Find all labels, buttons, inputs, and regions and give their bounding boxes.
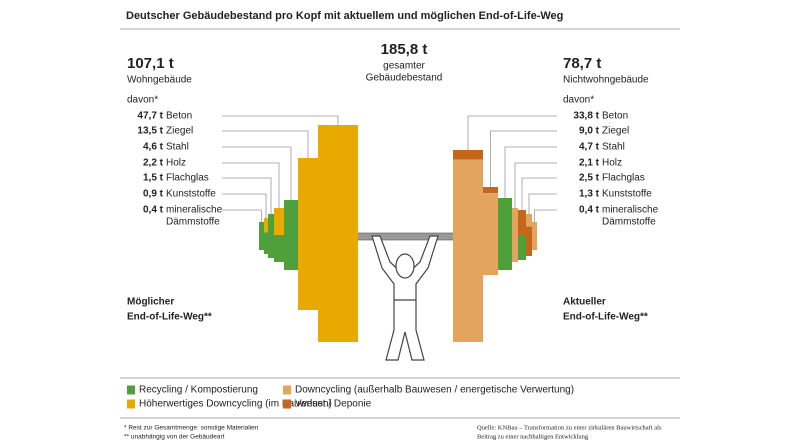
barbell <box>354 232 456 241</box>
leader <box>490 130 557 187</box>
material: Flachglas <box>166 173 209 184</box>
plate <box>259 222 264 250</box>
amount: 47,7 t <box>137 111 163 122</box>
material: Beton <box>166 111 192 122</box>
material: Holz <box>602 158 622 169</box>
legend-swatch <box>127 385 135 395</box>
leader <box>521 177 557 210</box>
material: Kunststoffe <box>602 189 652 200</box>
leader <box>222 130 309 158</box>
amount: 4,7 t <box>579 142 600 153</box>
plate <box>274 235 284 262</box>
amount: 13,5 t <box>137 126 163 137</box>
plate <box>518 210 526 235</box>
legend-label: Verlust / Deponie <box>295 399 372 410</box>
plate <box>526 214 532 227</box>
amount: 0,4 t <box>143 205 164 216</box>
material: Ziegel <box>602 126 629 137</box>
material: Stahl <box>166 142 189 153</box>
material: Kunststoffe <box>166 189 216 200</box>
center-line: gesamter <box>383 61 425 72</box>
plate <box>532 222 537 250</box>
source: Beitrag zu einer nachhaltigen Entwicklun… <box>477 433 589 440</box>
plate <box>498 198 512 270</box>
plate <box>298 158 318 310</box>
amount: 1,3 t <box>579 189 600 200</box>
material: mineralische <box>602 205 659 216</box>
plate <box>318 125 358 342</box>
path-label: Aktueller <box>563 297 606 308</box>
legend-swatch <box>283 399 291 409</box>
path-label: End-of-Life-Weg** <box>563 312 648 323</box>
leader <box>222 209 262 222</box>
leader <box>222 115 339 125</box>
material: Beton <box>602 111 628 122</box>
side-name: Nichtwohngebäude <box>563 75 649 86</box>
leader <box>222 193 267 218</box>
legend-swatch <box>127 399 135 409</box>
leader <box>222 146 292 200</box>
plate <box>264 218 268 233</box>
material: Stahl <box>602 142 625 153</box>
legend-label: Downcycling (außerhalb Bauwesen / energe… <box>295 385 574 396</box>
material: Holz <box>166 158 186 169</box>
amount: 0,9 t <box>143 189 164 200</box>
leader <box>528 193 557 214</box>
amount: 2,2 t <box>143 158 164 169</box>
leader <box>467 115 557 150</box>
material: Flachglas <box>602 173 645 184</box>
amount: 2,5 t <box>579 173 600 184</box>
source: Quelle: KNBau – Transformation zu einer … <box>477 424 662 431</box>
plate <box>264 232 268 254</box>
legend-label: Höherwertiges Downcycling (im Bauwesen) <box>139 399 332 410</box>
lifter <box>371 235 439 361</box>
material: Ziegel <box>166 126 193 137</box>
side-total: 78,7 t <box>563 55 601 72</box>
leader <box>222 162 280 208</box>
plate <box>483 187 498 194</box>
material: Dämmstoffe <box>166 217 220 228</box>
title: Deutscher Gebäudebestand pro Kopf mit ak… <box>126 10 563 22</box>
panel <box>115 0 685 446</box>
center-line: Gebäudebestand <box>366 73 443 84</box>
plate <box>526 226 532 256</box>
plate <box>483 193 498 275</box>
amount: 1,5 t <box>143 173 164 184</box>
leader <box>504 146 557 198</box>
path-label: Möglicher <box>127 297 174 308</box>
amount: 4,6 t <box>143 142 164 153</box>
plate <box>274 208 284 235</box>
plate <box>453 159 483 342</box>
amount: 33,8 t <box>573 111 599 122</box>
legend-label: Recycling / Kompostierung <box>139 385 258 396</box>
plate <box>518 235 526 260</box>
leader <box>534 209 557 222</box>
amount: 9,0 t <box>579 126 600 137</box>
footnote: ** unabhängig von der Gebäudeart <box>124 434 225 441</box>
side-total: 107,1 t <box>127 55 174 72</box>
plate <box>512 208 518 262</box>
leader <box>514 162 557 208</box>
leader <box>222 177 272 214</box>
center-total: 185,8 t <box>381 41 428 58</box>
amount: 0,4 t <box>579 205 600 216</box>
davon: davon* <box>127 95 158 106</box>
davon: davon* <box>563 95 594 106</box>
side-name: Wohngebäude <box>127 75 192 86</box>
amount: 2,1 t <box>579 158 600 169</box>
footnote: * Rest zur Gesamtmenge: sonstige Materia… <box>124 425 259 432</box>
plate <box>268 214 274 258</box>
path-label: End-of-Life-Weg** <box>127 312 212 323</box>
plate <box>284 200 298 270</box>
material: mineralische <box>166 205 223 216</box>
legend-swatch <box>283 385 291 395</box>
plate <box>453 150 483 160</box>
material: Dämmstoffe <box>602 217 656 228</box>
